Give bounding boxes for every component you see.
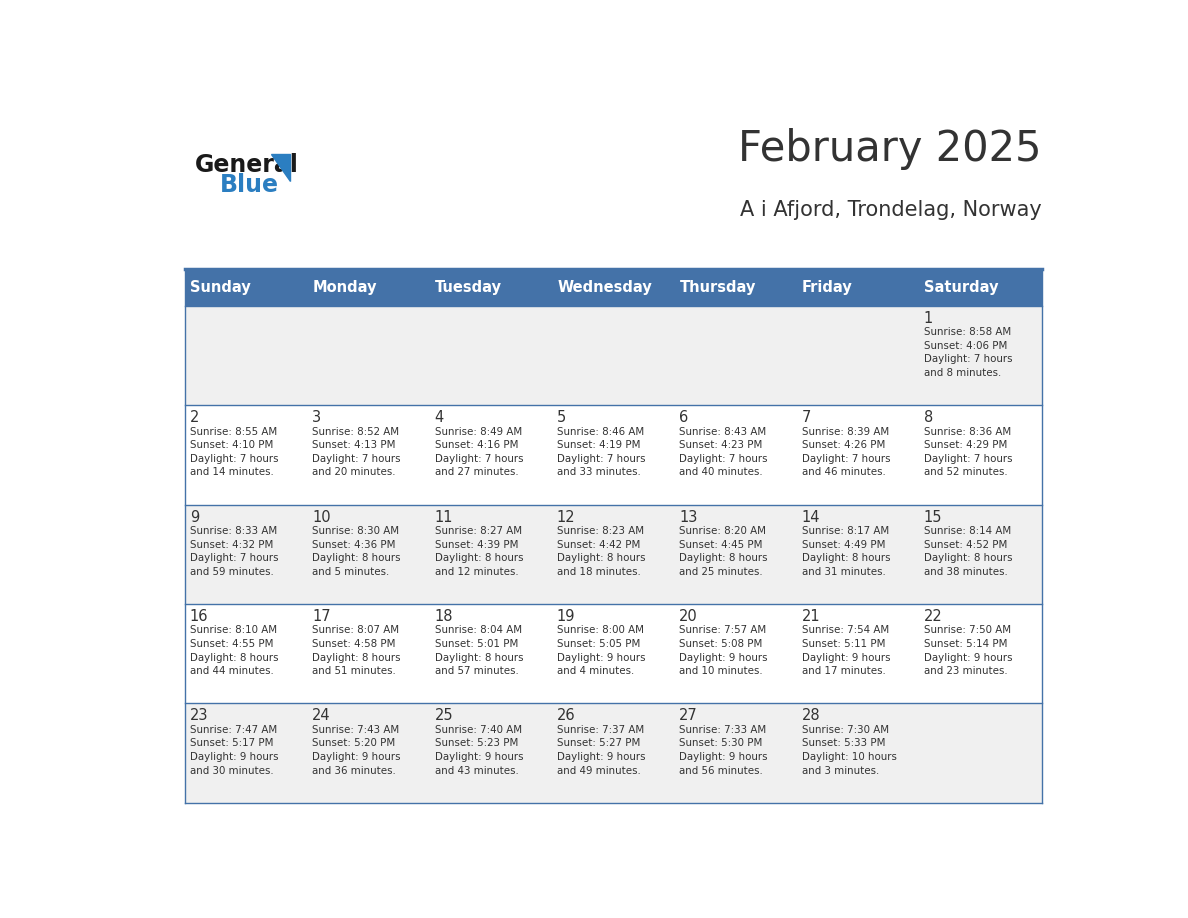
Text: Sunrise: 8:00 AM
Sunset: 5:05 PM
Daylight: 9 hours
and 4 minutes.: Sunrise: 8:00 AM Sunset: 5:05 PM Dayligh…: [557, 625, 645, 677]
Text: 21: 21: [802, 609, 820, 624]
Text: Monday: Monday: [312, 280, 377, 295]
Bar: [185, 406, 1042, 505]
Text: 3: 3: [312, 410, 322, 425]
Text: 20: 20: [680, 609, 699, 624]
Text: Blue: Blue: [220, 174, 279, 197]
Text: Tuesday: Tuesday: [435, 280, 501, 295]
Text: Sunrise: 8:49 AM
Sunset: 4:16 PM
Daylight: 7 hours
and 27 minutes.: Sunrise: 8:49 AM Sunset: 4:16 PM Dayligh…: [435, 427, 523, 477]
Text: Sunrise: 8:14 AM
Sunset: 4:52 PM
Daylight: 8 hours
and 38 minutes.: Sunrise: 8:14 AM Sunset: 4:52 PM Dayligh…: [924, 526, 1012, 577]
Bar: [185, 269, 1042, 306]
Text: Sunrise: 8:43 AM
Sunset: 4:23 PM
Daylight: 7 hours
and 40 minutes.: Sunrise: 8:43 AM Sunset: 4:23 PM Dayligh…: [680, 427, 767, 477]
Text: 11: 11: [435, 509, 453, 525]
Polygon shape: [271, 154, 290, 181]
Text: 12: 12: [557, 509, 575, 525]
Text: Sunrise: 8:20 AM
Sunset: 4:45 PM
Daylight: 8 hours
and 25 minutes.: Sunrise: 8:20 AM Sunset: 4:45 PM Dayligh…: [680, 526, 767, 577]
Text: Sunrise: 7:37 AM
Sunset: 5:27 PM
Daylight: 9 hours
and 49 minutes.: Sunrise: 7:37 AM Sunset: 5:27 PM Dayligh…: [557, 724, 645, 776]
Text: Thursday: Thursday: [680, 280, 756, 295]
Text: 15: 15: [924, 509, 942, 525]
Text: Sunrise: 8:07 AM
Sunset: 4:58 PM
Daylight: 8 hours
and 51 minutes.: Sunrise: 8:07 AM Sunset: 4:58 PM Dayligh…: [312, 625, 400, 677]
Text: Sunrise: 8:10 AM
Sunset: 4:55 PM
Daylight: 8 hours
and 44 minutes.: Sunrise: 8:10 AM Sunset: 4:55 PM Dayligh…: [190, 625, 278, 677]
Text: Saturday: Saturday: [924, 280, 999, 295]
Text: 24: 24: [312, 709, 331, 723]
Text: 16: 16: [190, 609, 208, 624]
Text: General: General: [195, 153, 298, 177]
Text: Sunrise: 8:33 AM
Sunset: 4:32 PM
Daylight: 7 hours
and 59 minutes.: Sunrise: 8:33 AM Sunset: 4:32 PM Dayligh…: [190, 526, 278, 577]
Text: 14: 14: [802, 509, 820, 525]
Text: Sunrise: 8:04 AM
Sunset: 5:01 PM
Daylight: 8 hours
and 57 minutes.: Sunrise: 8:04 AM Sunset: 5:01 PM Dayligh…: [435, 625, 523, 677]
Text: 22: 22: [924, 609, 942, 624]
Text: 10: 10: [312, 509, 331, 525]
Bar: [185, 703, 1042, 803]
Text: 5: 5: [557, 410, 567, 425]
Bar: [185, 306, 1042, 406]
Text: Sunrise: 8:23 AM
Sunset: 4:42 PM
Daylight: 8 hours
and 18 minutes.: Sunrise: 8:23 AM Sunset: 4:42 PM Dayligh…: [557, 526, 645, 577]
Text: 27: 27: [680, 709, 699, 723]
Bar: [185, 604, 1042, 703]
Text: Sunrise: 7:30 AM
Sunset: 5:33 PM
Daylight: 10 hours
and 3 minutes.: Sunrise: 7:30 AM Sunset: 5:33 PM Dayligh…: [802, 724, 897, 776]
Text: Sunrise: 8:46 AM
Sunset: 4:19 PM
Daylight: 7 hours
and 33 minutes.: Sunrise: 8:46 AM Sunset: 4:19 PM Dayligh…: [557, 427, 645, 477]
Text: Sunrise: 7:50 AM
Sunset: 5:14 PM
Daylight: 9 hours
and 23 minutes.: Sunrise: 7:50 AM Sunset: 5:14 PM Dayligh…: [924, 625, 1012, 677]
Text: Sunrise: 8:30 AM
Sunset: 4:36 PM
Daylight: 8 hours
and 5 minutes.: Sunrise: 8:30 AM Sunset: 4:36 PM Dayligh…: [312, 526, 400, 577]
Text: 23: 23: [190, 709, 208, 723]
Text: 1: 1: [924, 311, 933, 326]
Bar: [185, 505, 1042, 604]
Text: Sunrise: 8:55 AM
Sunset: 4:10 PM
Daylight: 7 hours
and 14 minutes.: Sunrise: 8:55 AM Sunset: 4:10 PM Dayligh…: [190, 427, 278, 477]
Text: 2: 2: [190, 410, 200, 425]
Text: A i Afjord, Trondelag, Norway: A i Afjord, Trondelag, Norway: [740, 200, 1042, 219]
Text: 19: 19: [557, 609, 575, 624]
Text: Sunday: Sunday: [190, 280, 251, 295]
Text: 18: 18: [435, 609, 453, 624]
Text: Sunrise: 8:58 AM
Sunset: 4:06 PM
Daylight: 7 hours
and 8 minutes.: Sunrise: 8:58 AM Sunset: 4:06 PM Dayligh…: [924, 327, 1012, 378]
Text: Sunrise: 7:33 AM
Sunset: 5:30 PM
Daylight: 9 hours
and 56 minutes.: Sunrise: 7:33 AM Sunset: 5:30 PM Dayligh…: [680, 724, 767, 776]
Text: Sunrise: 7:47 AM
Sunset: 5:17 PM
Daylight: 9 hours
and 30 minutes.: Sunrise: 7:47 AM Sunset: 5:17 PM Dayligh…: [190, 724, 278, 776]
Text: 9: 9: [190, 509, 200, 525]
Text: February 2025: February 2025: [738, 129, 1042, 170]
Text: 17: 17: [312, 609, 331, 624]
Text: Sunrise: 8:27 AM
Sunset: 4:39 PM
Daylight: 8 hours
and 12 minutes.: Sunrise: 8:27 AM Sunset: 4:39 PM Dayligh…: [435, 526, 523, 577]
Text: Sunrise: 7:43 AM
Sunset: 5:20 PM
Daylight: 9 hours
and 36 minutes.: Sunrise: 7:43 AM Sunset: 5:20 PM Dayligh…: [312, 724, 400, 776]
Text: Sunrise: 7:54 AM
Sunset: 5:11 PM
Daylight: 9 hours
and 17 minutes.: Sunrise: 7:54 AM Sunset: 5:11 PM Dayligh…: [802, 625, 890, 677]
Text: 26: 26: [557, 709, 575, 723]
Text: Sunrise: 8:36 AM
Sunset: 4:29 PM
Daylight: 7 hours
and 52 minutes.: Sunrise: 8:36 AM Sunset: 4:29 PM Dayligh…: [924, 427, 1012, 477]
Text: Sunrise: 7:57 AM
Sunset: 5:08 PM
Daylight: 9 hours
and 10 minutes.: Sunrise: 7:57 AM Sunset: 5:08 PM Dayligh…: [680, 625, 767, 677]
Text: Sunrise: 8:17 AM
Sunset: 4:49 PM
Daylight: 8 hours
and 31 minutes.: Sunrise: 8:17 AM Sunset: 4:49 PM Dayligh…: [802, 526, 890, 577]
Text: 25: 25: [435, 709, 453, 723]
Text: 8: 8: [924, 410, 933, 425]
Text: 4: 4: [435, 410, 444, 425]
Text: 13: 13: [680, 509, 697, 525]
Text: Friday: Friday: [802, 280, 853, 295]
Text: Sunrise: 7:40 AM
Sunset: 5:23 PM
Daylight: 9 hours
and 43 minutes.: Sunrise: 7:40 AM Sunset: 5:23 PM Dayligh…: [435, 724, 523, 776]
Text: 28: 28: [802, 709, 820, 723]
Text: 6: 6: [680, 410, 689, 425]
Text: Sunrise: 8:52 AM
Sunset: 4:13 PM
Daylight: 7 hours
and 20 minutes.: Sunrise: 8:52 AM Sunset: 4:13 PM Dayligh…: [312, 427, 400, 477]
Text: Wednesday: Wednesday: [557, 280, 652, 295]
Text: Sunrise: 8:39 AM
Sunset: 4:26 PM
Daylight: 7 hours
and 46 minutes.: Sunrise: 8:39 AM Sunset: 4:26 PM Dayligh…: [802, 427, 890, 477]
Text: 7: 7: [802, 410, 811, 425]
